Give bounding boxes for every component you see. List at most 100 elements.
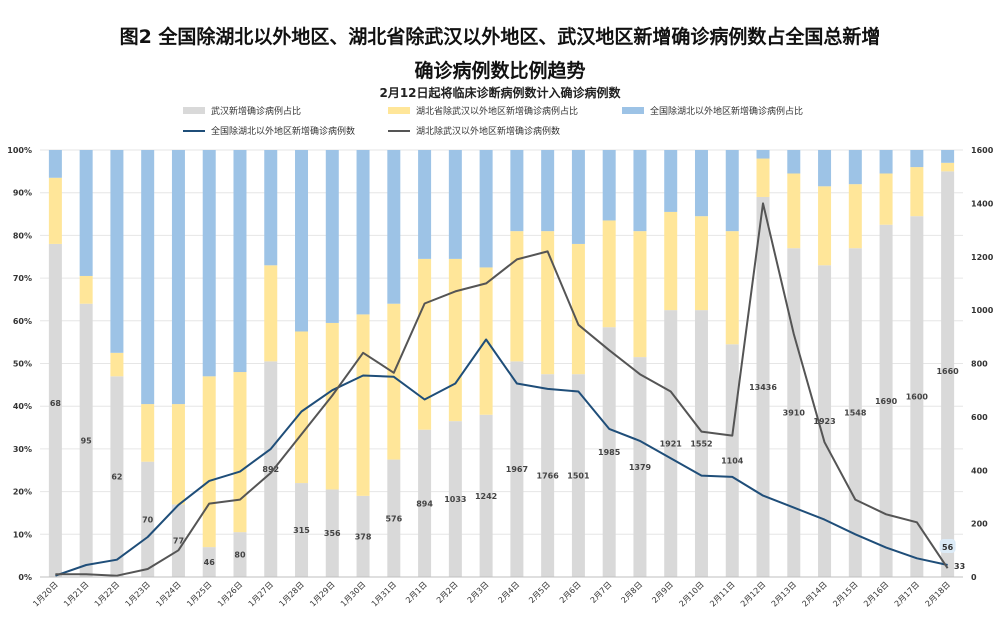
bar-value-label: 1923 bbox=[813, 417, 835, 426]
bar-value-label: 1766 bbox=[537, 472, 560, 481]
bar-segment-2 bbox=[510, 231, 524, 362]
x-tick-label: 1月22日 bbox=[93, 580, 121, 608]
bar-segment-3 bbox=[171, 150, 185, 405]
bar-segment-3 bbox=[264, 150, 278, 266]
legend-swatch-hubei-line bbox=[388, 129, 410, 132]
bar-value-label: 1967 bbox=[506, 465, 528, 474]
bar-value-label: 1985 bbox=[598, 448, 621, 457]
x-tick-label: 2月5日 bbox=[527, 580, 552, 605]
bar-segment-1 bbox=[387, 459, 401, 577]
legend-label-national: 全国除湖北以外地区新增确诊病例占比 bbox=[650, 107, 804, 117]
bar-segment-3 bbox=[479, 150, 493, 268]
x-tick-label: 2月17日 bbox=[893, 580, 921, 608]
bar-segment-3 bbox=[725, 150, 739, 232]
bar-segment-1 bbox=[818, 265, 832, 577]
bar-segment-1 bbox=[264, 361, 278, 577]
bar-segment-2 bbox=[633, 231, 647, 358]
left-tick-label: 30% bbox=[13, 445, 32, 454]
x-tick-label: 1月23日 bbox=[124, 580, 152, 608]
line-end-label-hubei: 33 bbox=[954, 562, 965, 571]
bar-segment-3 bbox=[541, 150, 555, 232]
bar-segment-1 bbox=[571, 374, 585, 577]
x-tick-label: 1月25日 bbox=[185, 580, 213, 608]
bar-segment-2 bbox=[664, 211, 678, 311]
legend-label-hubei-line: 湖北除武汉以外地区新增确诊病例数 bbox=[416, 127, 561, 137]
bar-segment-1 bbox=[141, 461, 155, 577]
bar-segment-1 bbox=[910, 216, 924, 577]
legend-item-national-count: 全国除湖北以外地区新增确诊病例数 bbox=[183, 124, 355, 137]
left-tick-label: 60% bbox=[13, 317, 32, 326]
bar-segment-2 bbox=[694, 216, 708, 311]
bar-segment-3 bbox=[233, 150, 247, 373]
bar-segment-3 bbox=[818, 150, 832, 187]
x-tick-label: 1月30日 bbox=[339, 580, 367, 608]
bar-value-label: 356 bbox=[324, 529, 341, 538]
legend-swatch-hubei bbox=[388, 107, 410, 114]
bar-segment-1 bbox=[541, 374, 555, 577]
bar-segment-2 bbox=[571, 243, 585, 375]
bar-segment-2 bbox=[818, 186, 832, 266]
chart-title-line2: 确诊病例数比例趋势 bbox=[414, 60, 586, 82]
x-tick-label: 2月8日 bbox=[619, 580, 644, 605]
legend-item-hubei-count: 湖北除武汉以外地区新增确诊病例数 bbox=[388, 124, 560, 137]
chart-subtitle: 2月12日起将临床诊断病例数计入确诊病例数 bbox=[379, 86, 621, 100]
bars bbox=[48, 150, 955, 577]
bar-value-label: 95 bbox=[81, 436, 93, 445]
bar-value-label: 1548 bbox=[844, 409, 867, 418]
bar-segment-2 bbox=[848, 184, 862, 249]
x-tick-label: 2月1日 bbox=[404, 580, 429, 605]
legend-swatch-wuhan bbox=[183, 107, 205, 114]
x-tick-label: 2月13日 bbox=[770, 580, 798, 608]
bar-value-label: 13436 bbox=[749, 383, 777, 392]
bar-segment-1 bbox=[602, 327, 616, 577]
end-label-bg bbox=[939, 538, 956, 553]
bar-segment-3 bbox=[633, 150, 647, 232]
bar-segment-3 bbox=[848, 150, 862, 185]
bar-segment-2 bbox=[910, 167, 924, 217]
bar-value-label: 70 bbox=[142, 515, 154, 524]
right-tick-label: 1000 bbox=[971, 306, 994, 315]
right-tick-label: 1600 bbox=[971, 146, 994, 155]
bar-value-label: 46 bbox=[204, 558, 216, 567]
bar-segment-1 bbox=[664, 310, 678, 577]
line-series-1 bbox=[55, 338, 948, 577]
bar-segment-3 bbox=[602, 150, 616, 221]
legend-swatch-national-line bbox=[183, 129, 205, 132]
bar-segment-2 bbox=[202, 376, 216, 548]
right-tick-label: 200 bbox=[971, 520, 988, 529]
x-tick-label: 1月21日 bbox=[62, 580, 90, 608]
bar-segment-1 bbox=[510, 361, 524, 577]
bar-segment-3 bbox=[448, 150, 462, 259]
bar-segment-1 bbox=[725, 344, 739, 577]
bar-value-label: 1104 bbox=[721, 457, 744, 466]
x-tick-label: 2月12日 bbox=[739, 580, 767, 608]
bar-value-label: 80 bbox=[234, 551, 246, 560]
bar-value-label: 62 bbox=[111, 473, 122, 482]
right-tick-label: 1200 bbox=[971, 253, 994, 262]
left-tick-label: 70% bbox=[13, 274, 32, 283]
left-tick-label: 100% bbox=[7, 146, 32, 155]
bar-segment-3 bbox=[756, 150, 770, 159]
bar-value-label: 1379 bbox=[629, 463, 652, 472]
x-tick-label: 2月15日 bbox=[831, 580, 859, 608]
grid bbox=[40, 149, 963, 578]
bar-segment-3 bbox=[941, 150, 955, 163]
bar-segment-2 bbox=[756, 158, 770, 197]
bar-segment-1 bbox=[694, 310, 708, 577]
bar-segment-2 bbox=[725, 231, 739, 345]
legend-item-wuhan-share: 武汉新增确诊病例占比 bbox=[183, 104, 301, 117]
bar-value-label: 1690 bbox=[875, 397, 898, 406]
right-tick-label: 800 bbox=[971, 360, 988, 369]
bar-segment-3 bbox=[879, 150, 893, 174]
bar-value-label: 1600 bbox=[906, 393, 929, 402]
bar-segment-1 bbox=[79, 303, 93, 577]
bar-segment-2 bbox=[418, 258, 432, 430]
left-tick-label: 40% bbox=[13, 402, 32, 411]
bar-segment-2 bbox=[264, 265, 278, 362]
bar-value-label: 77 bbox=[173, 537, 184, 546]
right-tick-label: 0 bbox=[971, 573, 977, 582]
bar-segment-2 bbox=[541, 231, 555, 375]
bar-segment-2 bbox=[602, 220, 616, 328]
